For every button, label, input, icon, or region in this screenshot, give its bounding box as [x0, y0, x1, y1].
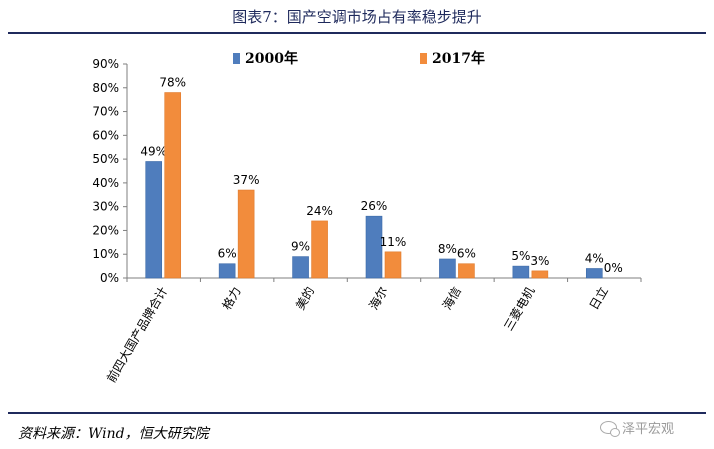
x-tick-label: 美的 [292, 284, 317, 312]
data-label-2017: 78% [159, 76, 186, 90]
data-label-2000: 6% [218, 247, 237, 261]
data-label-2017: 3% [530, 254, 549, 268]
y-tick-label: 90% [92, 57, 119, 71]
x-tick-label: 格力 [219, 284, 244, 312]
data-label-2000: 26% [361, 199, 388, 213]
bar-2000 [145, 161, 163, 279]
data-label-2000: 4% [585, 251, 604, 265]
bar-2000 [292, 256, 309, 279]
data-label-2000: 5% [511, 249, 530, 263]
data-label-2017: 6% [457, 247, 476, 261]
legend-item-2017: 2017年 [420, 50, 485, 67]
legend-label-2017: 2017年 [432, 51, 485, 67]
data-label-2000: 8% [438, 242, 457, 256]
watermark: 泽平宏观 [600, 418, 674, 437]
x-tick-label: 前四大国产品牌合计 [103, 284, 170, 385]
x-tick-label: 海信 [439, 284, 464, 312]
y-tick-label: 60% [92, 128, 119, 142]
data-label-2000: 9% [291, 240, 310, 254]
y-tick-label: 50% [92, 152, 119, 166]
y-tick-label: 70% [92, 105, 119, 119]
x-tick-label: 海尔 [366, 284, 391, 312]
watermark-text: 泽平宏观 [622, 422, 675, 437]
data-label-2017: 24% [306, 204, 333, 218]
source-note: 资料来源：Wind，恒大研究院 [18, 426, 209, 442]
bar-2017 [384, 251, 402, 279]
data-label-2000: 49% [140, 144, 167, 158]
bar-2017 [531, 270, 549, 279]
x-tick-label: 三菱电机 [501, 285, 537, 334]
bar-2017 [311, 220, 328, 279]
source-rule [8, 412, 706, 414]
legend-item-2000: 2000年 [233, 50, 298, 67]
bar-2000 [218, 263, 236, 279]
y-tick-label: 10% [92, 247, 119, 261]
y-tick-label: 40% [92, 176, 119, 190]
bar-2000 [512, 265, 530, 279]
legend-swatch-2000 [233, 52, 240, 64]
y-tick-label: 80% [92, 81, 119, 95]
bar-2017 [164, 92, 182, 279]
y-tick-label: 20% [92, 223, 119, 237]
wechat-icon [600, 421, 620, 437]
y-tick-label: 30% [92, 200, 119, 214]
bar-2000 [439, 258, 456, 279]
y-tick-label: 0% [100, 271, 119, 285]
bar-2017 [237, 189, 255, 279]
bar-2017 [458, 263, 475, 279]
data-label-2017: 37% [233, 173, 260, 187]
data-label-2017: 11% [380, 235, 407, 249]
legend-swatch-2017 [420, 52, 427, 64]
title-rule [8, 32, 706, 34]
bar-2000 [585, 268, 603, 279]
x-tick-label: 日立 [586, 284, 611, 312]
data-label-2017: 0% [604, 261, 623, 275]
legend-label-2000: 2000年 [245, 51, 298, 67]
chart-title: 图表7：国产空调市场占有率稳步提升 [232, 8, 482, 26]
bar-2000 [365, 215, 383, 279]
